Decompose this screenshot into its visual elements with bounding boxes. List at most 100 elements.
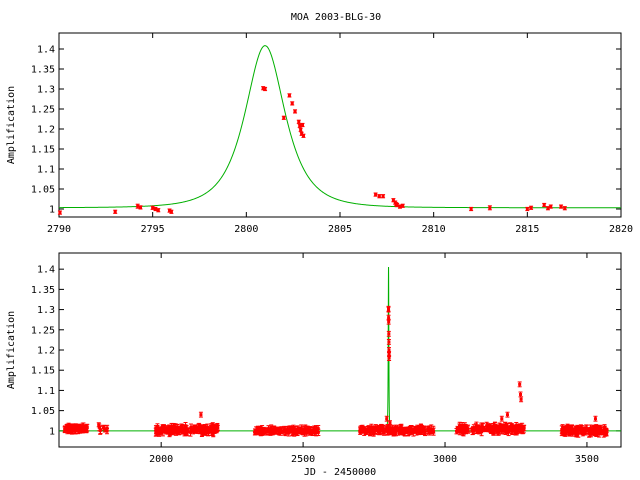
data-point	[113, 209, 118, 214]
data-point	[381, 429, 386, 435]
data-point	[186, 427, 191, 433]
data-point	[287, 93, 292, 98]
data-point	[160, 424, 165, 430]
data-point	[471, 426, 476, 435]
data-point	[517, 381, 522, 388]
x-tick-label: 3000	[433, 454, 457, 465]
data-point	[469, 206, 474, 212]
top-panel: Amplification 2790 2795 2800 2805 2810 2815 28…	[6, 32, 633, 235]
data-point	[378, 427, 383, 435]
data-point	[575, 429, 580, 435]
data-point	[83, 424, 88, 431]
data-point	[301, 133, 306, 138]
data-point	[386, 318, 391, 325]
data-point	[428, 427, 433, 434]
data-point	[386, 424, 391, 432]
y-tick-label: 1.1	[37, 165, 55, 176]
data-point	[267, 427, 272, 436]
data-point	[290, 101, 295, 106]
data-point	[487, 205, 492, 211]
x-tick-label: 2810	[422, 224, 446, 235]
data-point	[138, 205, 143, 210]
x-tick-label: 2815	[515, 224, 539, 235]
data-point	[505, 411, 510, 418]
y-tick-label: 1.3	[37, 85, 55, 96]
chart-title: MOA 2003-BLG-30	[291, 12, 381, 23]
data-point	[496, 426, 501, 433]
data-point	[76, 424, 81, 434]
data-point	[501, 425, 506, 432]
data-point	[407, 427, 412, 436]
data-point	[73, 425, 78, 432]
data-point	[308, 427, 313, 435]
data-point	[260, 427, 265, 435]
data-point	[287, 425, 292, 433]
data-point	[425, 426, 430, 436]
data-point	[422, 425, 427, 431]
data-point	[70, 425, 75, 432]
data-point	[293, 109, 298, 114]
data-point	[156, 208, 161, 213]
data-point	[431, 425, 436, 434]
y-tick-label: 1.35	[31, 65, 55, 76]
data-point	[277, 426, 282, 432]
x-tick-label: 2500	[291, 454, 315, 465]
top-panel-ylabel: Amplification	[6, 86, 17, 164]
data-point	[386, 330, 391, 337]
data-point	[386, 338, 391, 345]
data-point	[515, 428, 520, 434]
data-point	[518, 391, 523, 398]
data-point	[202, 427, 207, 435]
data-point	[465, 428, 470, 433]
data-point	[296, 429, 301, 435]
y-tick-label: 1.2	[37, 346, 55, 357]
bottom-panel-xticks: 2000 2500 3000 3500	[149, 253, 599, 465]
data-point	[570, 427, 575, 435]
data-point	[413, 425, 418, 431]
data-point	[215, 422, 220, 432]
data-point	[167, 428, 172, 437]
data-point	[176, 425, 181, 432]
data-point	[169, 209, 174, 214]
data-point	[154, 429, 159, 437]
data-point	[305, 425, 310, 433]
data-point	[460, 423, 465, 431]
data-point	[362, 427, 367, 436]
data-point	[525, 206, 530, 212]
data-point	[377, 194, 382, 199]
data-point	[562, 427, 567, 435]
bottom-panel-ylabel: Amplification	[6, 311, 17, 389]
data-point	[479, 422, 484, 432]
data-point	[603, 428, 608, 437]
y-tick-label: 1.2	[37, 125, 55, 136]
bottom-panel: Amplification JD - 2450000 2000 2500 3000 3…	[6, 252, 622, 478]
bottom-panel-data-points	[62, 305, 609, 438]
data-point	[281, 426, 286, 436]
data-point	[170, 425, 175, 430]
data-point	[253, 428, 258, 434]
top-panel-yticks: 1 1.05 1.1 1.15 1.2 1.25 1.3 1.35 1.4	[31, 45, 621, 216]
y-tick-label: 1.4	[37, 265, 55, 276]
x-tick-label: 2805	[328, 224, 352, 235]
y-tick-label: 1	[49, 426, 55, 437]
model-curve	[59, 266, 621, 432]
data-point	[373, 192, 378, 197]
y-tick-label: 1.3	[37, 305, 55, 316]
y-tick-label: 1.35	[31, 285, 55, 296]
y-tick-label: 1.25	[31, 325, 55, 336]
y-tick-label: 1	[49, 205, 55, 216]
top-panel-frame	[58, 32, 622, 218]
data-point	[314, 425, 319, 433]
data-point	[272, 425, 277, 435]
x-tick-label: 2800	[234, 224, 258, 235]
x-tick-label: 2000	[149, 454, 173, 465]
data-point	[387, 355, 392, 362]
y-tick-label: 1.1	[37, 386, 55, 397]
x-tick-label: 2790	[47, 224, 71, 235]
y-tick-label: 1.05	[31, 185, 55, 196]
bottom-panel-model-line	[59, 266, 621, 432]
data-point	[529, 205, 534, 210]
data-point	[368, 426, 373, 436]
data-point	[499, 415, 504, 422]
